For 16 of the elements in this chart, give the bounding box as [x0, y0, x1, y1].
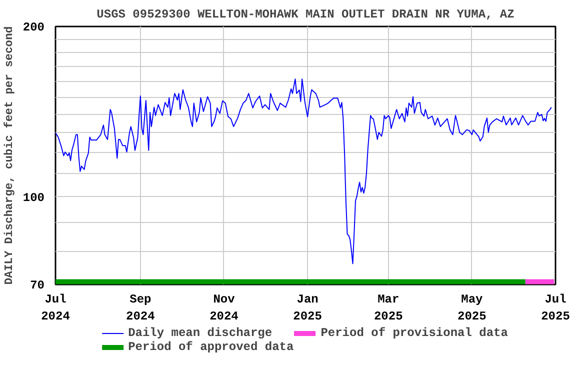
y-tick-label: 70: [30, 278, 45, 292]
legend-label: Daily mean discharge: [128, 326, 272, 340]
x-tick-label: Mar 2025: [374, 292, 403, 324]
chart-title: USGS 09529300 WELLTON-MOHAWK MAIN OUTLET DRAIN NR YUMA, AZ: [96, 8, 514, 22]
x-tick-label: Sep 2024: [126, 292, 155, 324]
x-tick-label: Nov 2024: [210, 292, 238, 324]
line-series: [56, 78, 552, 264]
y-tick-label: 200: [22, 20, 45, 34]
x-tick-label: May 2025: [458, 292, 486, 324]
x-tick-label: Jul 2025: [541, 292, 570, 324]
legend-label: Period of provisional data: [320, 326, 508, 340]
legend-label: Period of approved data: [128, 340, 294, 354]
y-axis-title: DAILY Discharge, cubic feet per second: [2, 26, 16, 285]
x-tick-label: Jan 2025: [293, 292, 322, 324]
x-tick-label: Jul 2024: [41, 292, 70, 324]
y-tick-label: 100: [22, 190, 45, 205]
